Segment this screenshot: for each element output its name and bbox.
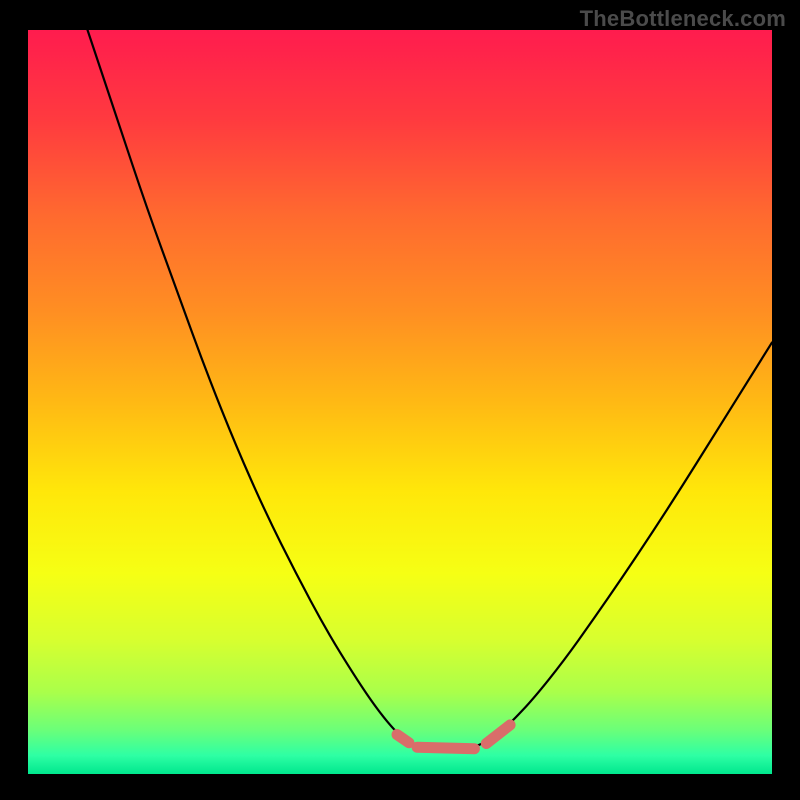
chart-frame: TheBottleneck.com — [0, 0, 800, 800]
highlight-segment — [417, 747, 474, 748]
chart-background — [28, 30, 772, 774]
chart-plot — [28, 30, 772, 774]
chart-svg — [28, 30, 772, 774]
attribution-text: TheBottleneck.com — [580, 6, 786, 32]
highlight-segment — [397, 735, 409, 743]
